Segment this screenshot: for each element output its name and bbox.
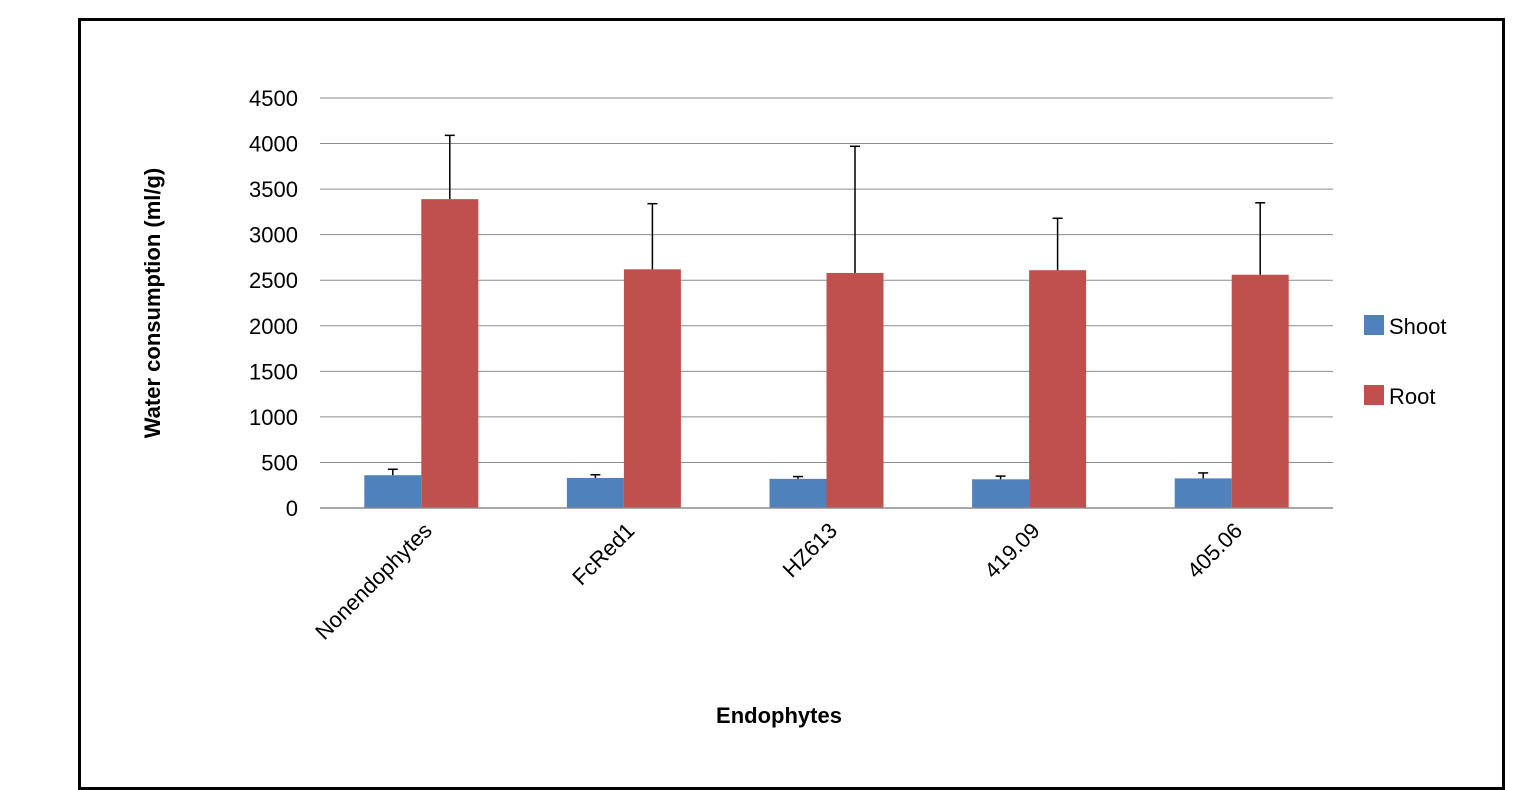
y-tick-label: 0 xyxy=(286,496,298,521)
legend-swatch-shoot xyxy=(1364,315,1384,335)
x-tick-label: HZ613 xyxy=(778,518,842,582)
y-tick-label: 3500 xyxy=(249,177,298,202)
error-bars xyxy=(387,134,1266,480)
bars xyxy=(364,199,1289,508)
x-tick-labels: Nonendophytes FcRed1 HZ613 419.09 405.06 xyxy=(310,518,1247,645)
legend-label-root: Root xyxy=(1389,384,1435,409)
gridlines xyxy=(320,97,1333,463)
x-tick-label: FcRed1 xyxy=(567,518,639,590)
y-tick-label: 2000 xyxy=(249,314,298,339)
bar-root xyxy=(623,269,681,508)
y-tick-label: 2500 xyxy=(249,268,298,293)
x-axis-title: Endophytes xyxy=(716,703,842,728)
bar-shoot xyxy=(972,479,1030,508)
bar-shoot xyxy=(1174,478,1232,508)
x-tick-label: 405.06 xyxy=(1182,518,1247,583)
bar-root xyxy=(1029,270,1087,508)
bar-root xyxy=(421,199,479,508)
legend-swatch-root xyxy=(1364,385,1384,405)
bar-shoot xyxy=(566,477,624,508)
y-tick-label: 3000 xyxy=(249,223,298,248)
y-tick-label: 4000 xyxy=(249,132,298,157)
bar-shoot xyxy=(364,475,422,508)
y-tick-label: 500 xyxy=(261,450,298,475)
y-axis-title: Water consumption (ml/g) xyxy=(140,168,165,439)
legend: Shoot Root xyxy=(1364,314,1447,409)
x-tick-label: Nonendophytes xyxy=(310,518,437,645)
y-tick-label: 4500 xyxy=(249,86,298,111)
bar-root xyxy=(1231,274,1289,508)
x-tick-label: 419.09 xyxy=(979,518,1044,583)
legend-label-shoot: Shoot xyxy=(1389,314,1447,339)
y-tick-label: 1500 xyxy=(249,359,298,384)
bar-root xyxy=(826,272,884,508)
bar-shoot xyxy=(769,478,827,508)
y-tick-labels: 0 500 1000 1500 2000 2500 3000 3500 4000 4500 xyxy=(249,86,298,521)
y-tick-label: 1000 xyxy=(249,405,298,430)
